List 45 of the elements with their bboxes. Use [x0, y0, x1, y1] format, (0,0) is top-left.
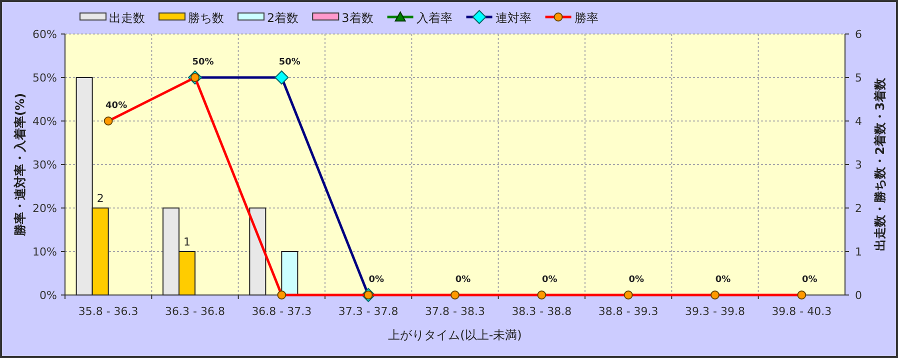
x-tick-label: 38.8 - 39.3 — [598, 305, 658, 318]
annotation: 0% — [455, 275, 471, 285]
legend-label: 勝率 — [574, 11, 598, 25]
x-tick-label: 38.3 - 38.8 — [512, 305, 572, 318]
y2-tick-label: 3 — [855, 158, 862, 172]
y-tick-label: 10% — [32, 246, 57, 258]
annotation: 0% — [802, 275, 818, 285]
y-tick-label: 40% — [32, 115, 57, 128]
y-tick-label: 60% — [32, 28, 57, 41]
x-tick-label: 36.3 - 36.8 — [165, 305, 225, 318]
y2-tick-label: 1 — [855, 246, 862, 258]
annotation: 0% — [715, 275, 731, 285]
annotation: 50% — [192, 58, 214, 68]
legend-label: 3着数 — [342, 11, 374, 25]
bar — [249, 208, 266, 296]
x-tick-label: 36.8 - 37.3 — [252, 305, 312, 318]
x-tick-label: 39.8 - 40.3 — [772, 305, 832, 318]
legend-label: 連対率 — [495, 11, 532, 25]
annotation: 50% — [278, 58, 300, 68]
x-tick-label: 37.3 - 37.8 — [338, 305, 398, 318]
y-tick-label: 50% — [32, 72, 57, 84]
data-label: 1 — [184, 236, 190, 248]
y-tick-label: 20% — [32, 202, 57, 215]
y2-tick-label: 0 — [855, 289, 862, 302]
legend-label: 2着数 — [267, 11, 299, 25]
data-label: 2 — [96, 192, 104, 205]
x-tick-label: 39.3 - 39.8 — [685, 305, 745, 318]
y-axis-title: 勝率・連対率・入着率(%) — [13, 93, 27, 237]
y2-tick-label: 2 — [855, 202, 862, 215]
legend-label: 勝ち数 — [188, 11, 224, 25]
x-tick-label: 37.8 - 38.3 — [425, 305, 485, 318]
annotation: 0% — [542, 275, 558, 285]
legend-label: 出走数 — [109, 11, 145, 25]
y2-tick-label: 6 — [855, 28, 862, 41]
x-axis-title: 上がりタイム(以上-未満) — [388, 328, 522, 342]
y2-tick-label: 4 — [855, 115, 862, 128]
legend-label: 入着率 — [416, 11, 452, 25]
annotation: 0% — [368, 275, 384, 285]
y2-axis-title: 出走数・勝ち数・2着数・3着数 — [873, 77, 887, 251]
x-tick-label: 35.8 - 36.3 — [78, 305, 138, 318]
y-tick-label: 0% — [40, 289, 57, 302]
annotation: 40% — [106, 101, 128, 111]
annotation: 0% — [628, 275, 644, 285]
y2-tick-label: 5 — [855, 72, 862, 84]
y-tick-label: 30% — [32, 158, 57, 172]
